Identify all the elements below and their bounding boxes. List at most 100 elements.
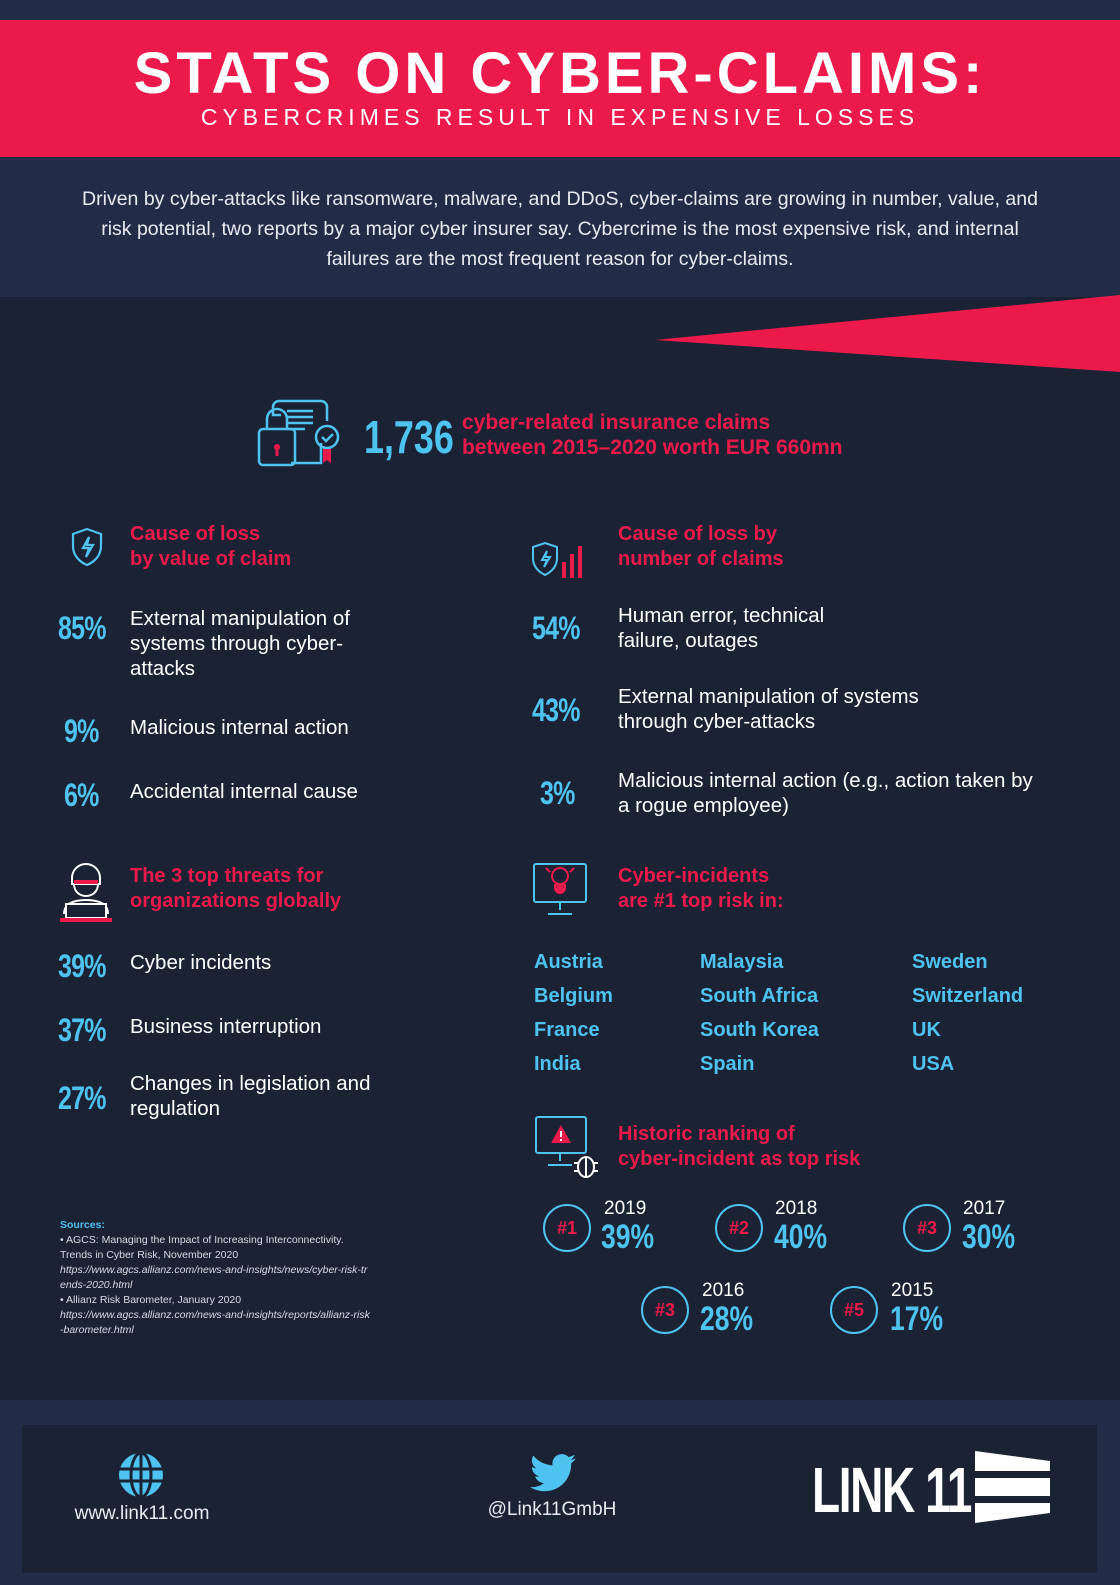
heading-line-1: The 3 top threats for: [130, 865, 324, 887]
heading-line-2: cyber-incident as top risk: [618, 1148, 861, 1170]
stat-row: 39%: [58, 948, 119, 985]
footer: www.link11.com @Link11GmbH LINK 11: [0, 1400, 1120, 1585]
country-item: South Korea: [700, 1019, 819, 1041]
intro-panel: [0, 157, 1120, 297]
rank-year: 2016: [702, 1280, 745, 1301]
stat-text: Changes in legislation and regulation: [130, 1072, 371, 1120]
country-column: Malaysia South Africa South Korea Spain: [700, 945, 819, 1081]
shield-bars-icon: [532, 541, 582, 578]
stat-text: Human error, technical failure, outages: [618, 604, 825, 652]
countries-section-heading: Cyber-incidents are #1 top risk in:: [618, 864, 784, 914]
shield-lightning-icon: [71, 527, 103, 567]
intro-text: Driven by cyber-attacks like ransomware,…: [82, 188, 1038, 270]
source-url[interactable]: https://www.agcs.allianz.com/news-and-in…: [60, 1264, 368, 1291]
heading-line-2: number of claims: [618, 548, 784, 570]
globe-icon: [119, 1452, 163, 1498]
country-item: South Africa: [700, 985, 819, 1007]
twitter-icon: [530, 1454, 576, 1492]
country-item: UK: [912, 1019, 941, 1041]
rank-year: 2019: [604, 1198, 647, 1219]
rank-percent: 39%: [601, 1218, 655, 1256]
rank-percent: 40%: [774, 1218, 828, 1256]
country-item: Sweden: [912, 951, 988, 973]
stat-percent: 37%: [58, 1012, 106, 1048]
stat-row: 6%: [64, 777, 108, 814]
claims-line-1: cyber-related insurance claims: [462, 411, 771, 434]
logo-text: LINK 11: [812, 1454, 972, 1526]
red-diagonal: [655, 295, 1120, 372]
logo-bars-icon: [975, 1451, 1050, 1523]
claims-description: cyber-related insurance claims between 2…: [462, 410, 843, 460]
country-column: Sweden Switzerland UK USA: [912, 945, 1023, 1081]
heading-line-1: Historic ranking of: [618, 1123, 795, 1145]
stat-row: 9%: [64, 713, 108, 750]
heading-line-1: Cause of loss by: [618, 523, 777, 545]
country-item: India: [534, 1053, 581, 1075]
country-item: Austria: [534, 951, 603, 973]
sources: Sources: • AGCS: Managing the Impact of …: [60, 1218, 370, 1338]
intro-background: [0, 157, 1120, 377]
stat-row: 27%: [58, 1080, 119, 1117]
source-url[interactable]: https://www.agcs.allianz.com/news-and-in…: [60, 1309, 370, 1336]
history-section-heading: Historic ranking of cyber-incident as to…: [618, 1122, 860, 1172]
stat-percent: 9%: [64, 713, 99, 749]
rank-percent: 30%: [962, 1218, 1016, 1256]
source-title: • Allianz Risk Barometer, January 2020: [60, 1294, 242, 1306]
rank-year: 2018: [775, 1198, 818, 1219]
rank-badge: #3: [903, 1204, 951, 1252]
title-banner: [0, 20, 1120, 157]
country-item: Belgium: [534, 985, 613, 1007]
page-title: STATS ON CYBER-CLAIMS:: [133, 41, 987, 106]
link11-logo: LINK 11: [812, 1451, 1062, 1531]
stat-text: Malicious internal action: [130, 716, 349, 739]
number-section-heading: Cause of loss by number of claims: [618, 522, 784, 572]
stat-row: 37%: [58, 1012, 119, 1049]
stat-text: Business interruption: [130, 1015, 322, 1038]
stat-text: External manipulation of systems through…: [130, 607, 350, 680]
stat-percent: 43%: [532, 692, 580, 728]
document-lock-certificate-icon: [257, 399, 340, 467]
rank-percent-wrap: 40%: [774, 1218, 842, 1257]
rank-badge: #3: [641, 1286, 689, 1334]
heading-line-2: organizations globally: [130, 890, 342, 912]
rank-percent: 17%: [890, 1300, 944, 1338]
stat-text: External manipulation of systems through…: [618, 685, 919, 733]
monitor-warning-bug-icon: [535, 1116, 598, 1178]
rank-percent-wrap: 39%: [601, 1218, 669, 1257]
stat-percent: 3%: [540, 775, 575, 811]
hacker-laptop-icon: [60, 863, 112, 922]
dark-diagonal: [0, 297, 1120, 377]
heading-line-2: are #1 top risk in:: [618, 890, 784, 912]
stat-percent: 27%: [58, 1080, 106, 1116]
rank-year: 2017: [963, 1198, 1006, 1219]
heading-line-1: Cyber-incidents: [618, 865, 770, 887]
page-subtitle: CYBERCRIMES RESULT IN EXPENSIVE LOSSES: [200, 104, 920, 130]
rank-percent-wrap: 17%: [890, 1300, 958, 1339]
footer-inner: www.link11.com @Link11GmbH LINK 11: [22, 1425, 1097, 1573]
country-item: Switzerland: [912, 985, 1024, 1007]
stat-percent: 39%: [58, 948, 106, 984]
stat-text: Cyber incidents: [130, 951, 272, 974]
stat-row: 3%: [540, 775, 584, 812]
rank-badge: #2: [715, 1204, 763, 1252]
claims-count: 1,736: [364, 411, 454, 463]
country-column: Austria Belgium France India: [534, 945, 613, 1081]
top-strip: [0, 0, 1120, 20]
rank-percent: 28%: [700, 1300, 754, 1338]
stat-text: Malicious internal action (e.g., action …: [618, 769, 1033, 817]
website-link[interactable]: www.link11.com: [74, 1503, 210, 1524]
rank-percent-wrap: 28%: [700, 1300, 768, 1339]
sources-label: Sources:: [60, 1219, 105, 1231]
stat-row: 54%: [532, 610, 593, 647]
heading-line-2: by value of claim: [130, 548, 292, 570]
rank-year: 2015: [891, 1280, 934, 1301]
rank-badge: #5: [830, 1286, 878, 1334]
rank-percent-wrap: 30%: [962, 1218, 1030, 1257]
twitter-handle[interactable]: @Link11GmbH: [487, 1499, 617, 1520]
stat-text: Accidental internal cause: [130, 780, 358, 803]
heading-line-1: Cause of loss: [130, 523, 261, 545]
country-item: France: [534, 1019, 600, 1041]
country-item: USA: [912, 1053, 955, 1075]
stat-row: 43%: [532, 692, 593, 729]
stat-percent: 54%: [532, 610, 580, 646]
